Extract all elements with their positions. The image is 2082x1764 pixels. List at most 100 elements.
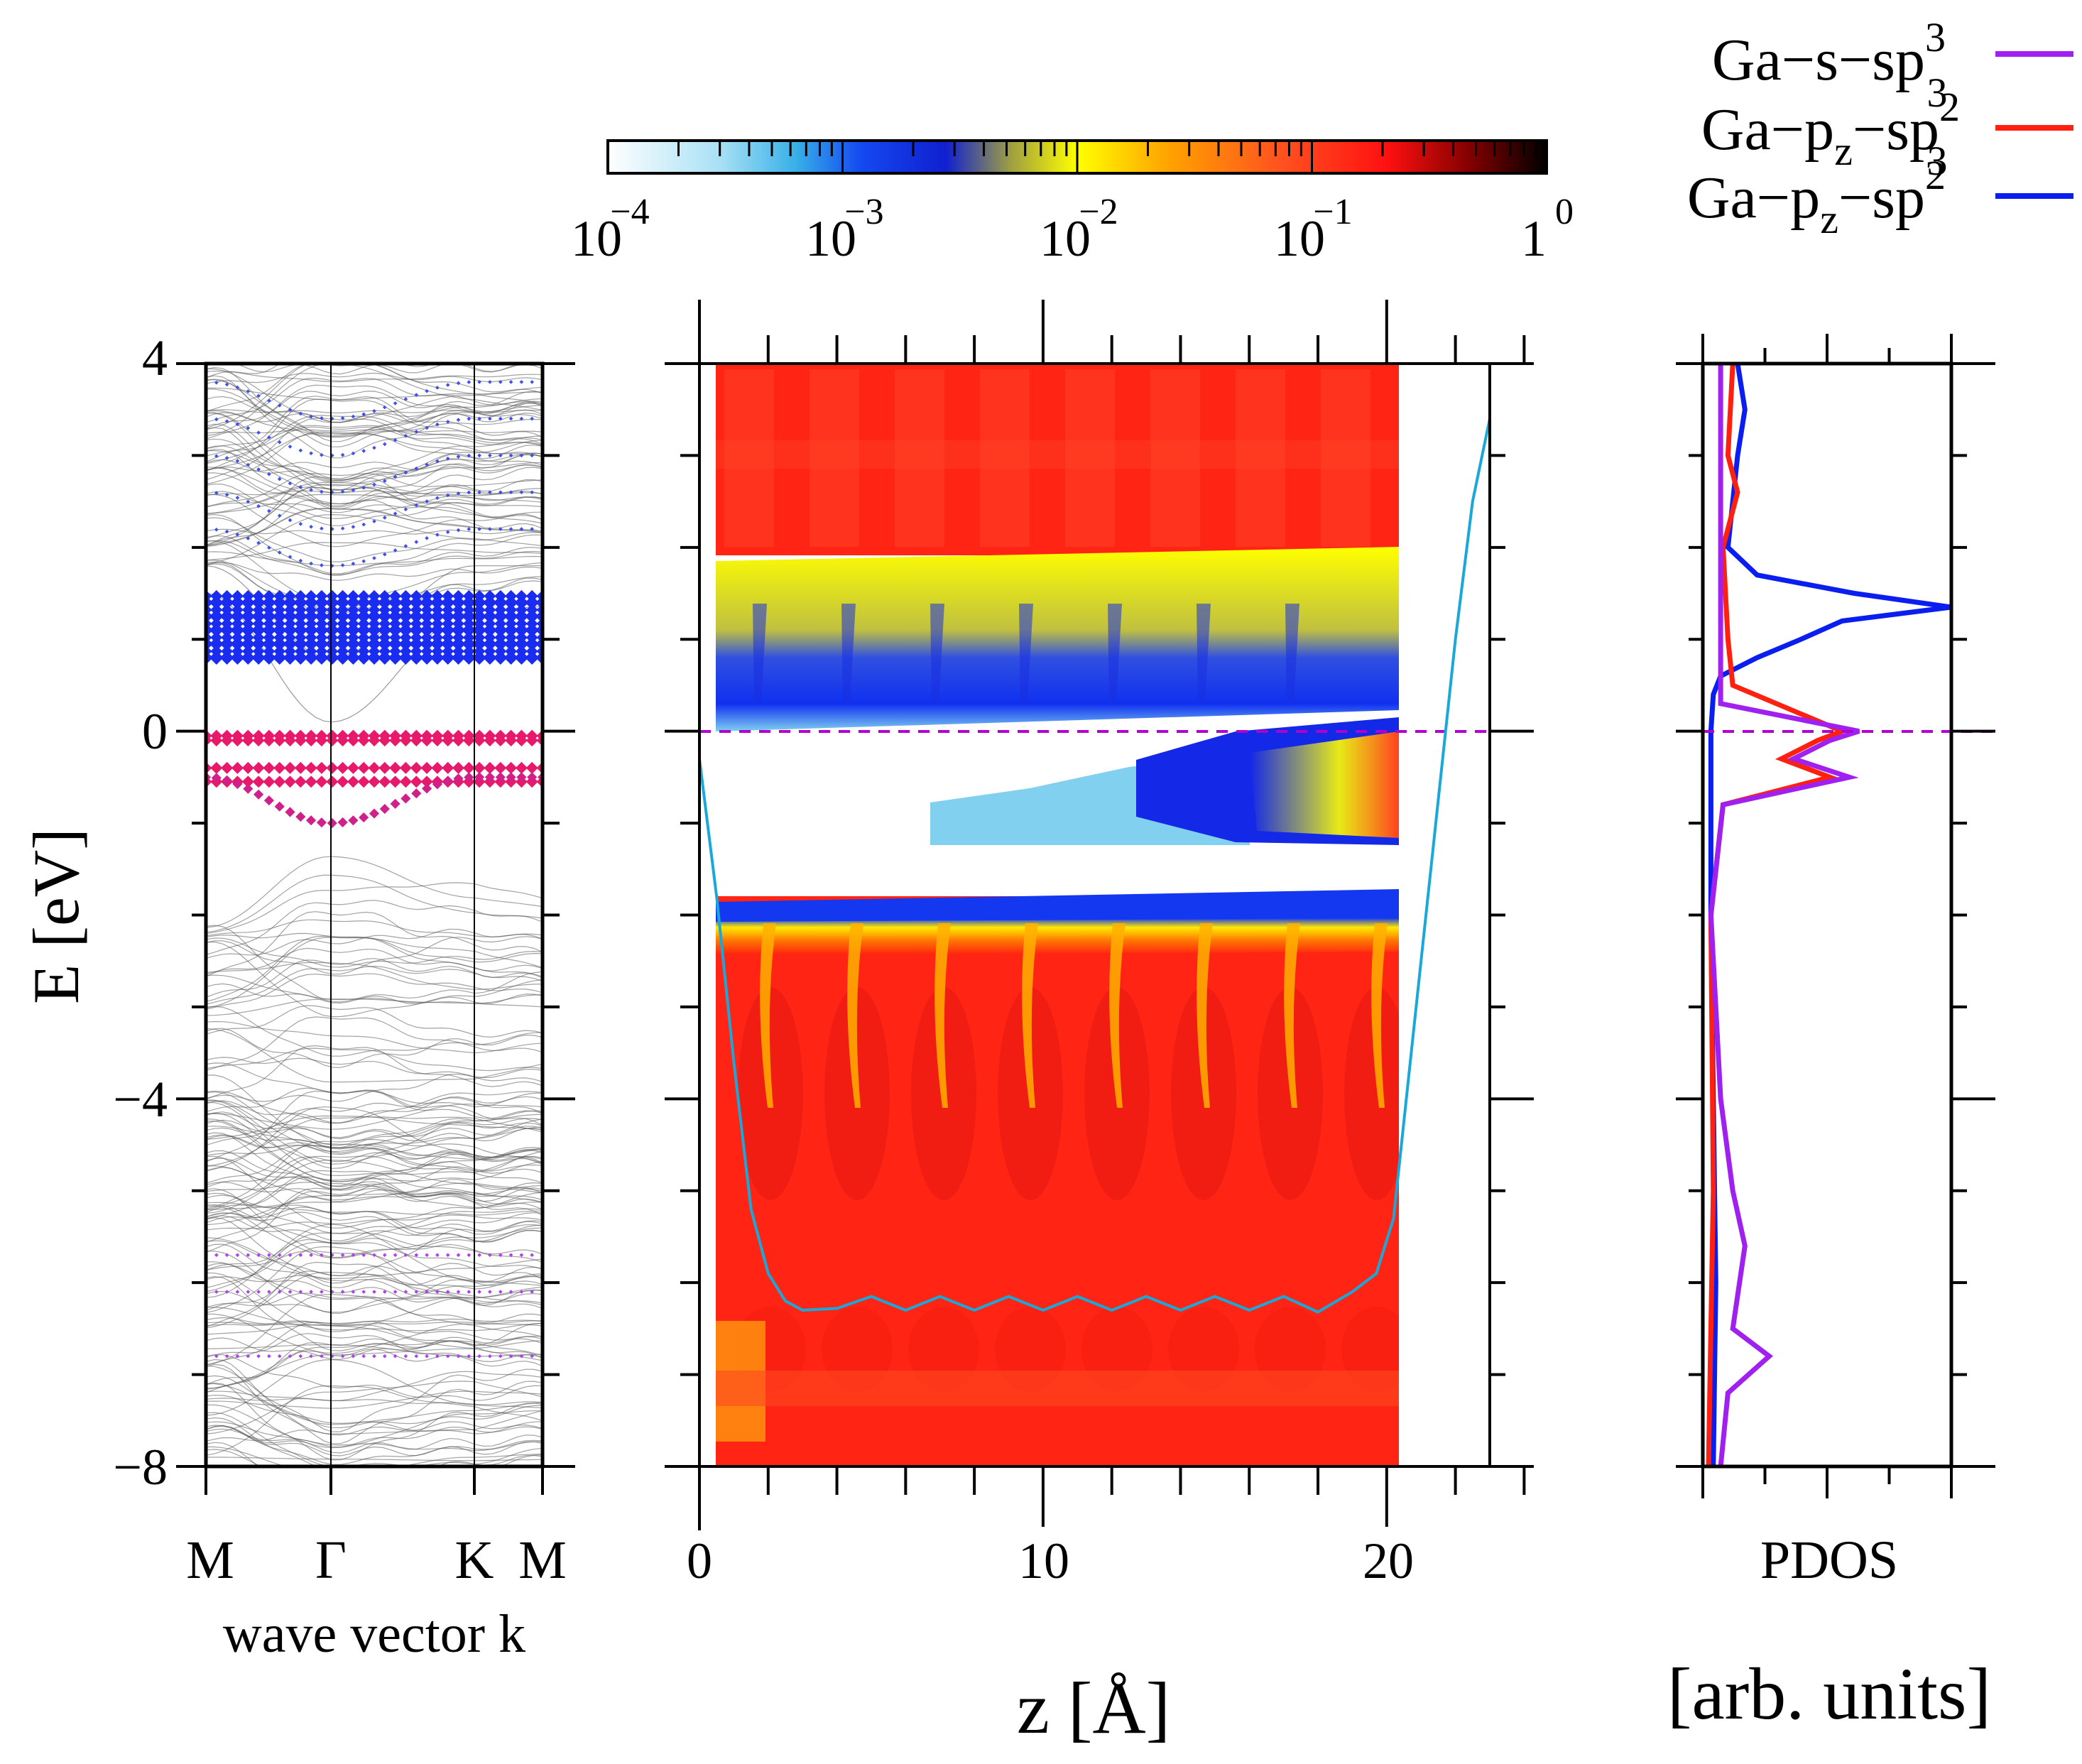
purple-band-0-marker-9 [298, 1253, 303, 1258]
blue-band-b-1-marker-32 [536, 631, 543, 644]
red-band-1-marker-28 [494, 734, 507, 747]
blue-thin-band-4-marker-10 [309, 414, 313, 419]
gray-band-valence-135 [206, 1272, 543, 1332]
blue-band-3-marker-27 [483, 609, 497, 624]
blue-band-b-1-marker-13 [337, 631, 349, 644]
gray-band-valence-59 [206, 1237, 543, 1280]
blue-thin-band-4-marker-14 [351, 414, 356, 419]
blue-band-1-marker-28 [493, 636, 508, 651]
red-band-dispersive-marker-8 [285, 807, 295, 817]
blue-thin-band-0-marker-28 [498, 527, 503, 531]
red-band-1-marker-18 [389, 734, 402, 747]
blue-band-b-1-marker-5 [252, 631, 265, 644]
gray-band-conduction-56 [206, 396, 543, 463]
gray-band-valence-28 [206, 1365, 543, 1434]
blue-band-b-0-marker-18 [389, 645, 402, 658]
blue-band-0-marker-15 [356, 650, 371, 665]
blue-band-b-3-marker-1 [210, 604, 223, 616]
z-tick-label-0: 0 [687, 1532, 712, 1589]
blue-thin-band-0-marker-18 [393, 548, 398, 552]
blue-band-0-marker-30 [514, 650, 529, 665]
blue-band-3-marker-21 [420, 609, 434, 624]
blue-band-4-marker-22 [430, 595, 445, 610]
blue-band-1-marker-21 [420, 636, 434, 651]
conduction-blue-notch-3 [1019, 604, 1033, 703]
blue-band-b-0-marker-13 [337, 645, 349, 658]
blue-thin-band-2-marker-20 [414, 466, 419, 471]
red-band-dispersive-marker-10 [306, 815, 317, 826]
blue-band-b-4-marker-13 [337, 589, 349, 602]
purple-band-2-marker-29 [508, 1354, 513, 1359]
gray-band-conduction-32 [206, 438, 543, 483]
conduction-blue-notch-2 [930, 604, 944, 703]
gray-band-valence-93 [206, 1395, 543, 1434]
blue-thin-band-0-marker-22 [435, 533, 440, 537]
z-tick-label-20: 20 [1363, 1532, 1414, 1589]
red-band-2-marker-3 [231, 761, 244, 774]
red-band-1-marker-30 [515, 734, 528, 747]
blue-thin-band-4-marker-15 [361, 412, 366, 417]
valence-yellow-stripe-4 [1109, 923, 1126, 1108]
purple-band-0-marker-6 [267, 1253, 271, 1258]
blue-thin-band-4-marker-4 [246, 389, 251, 393]
blue-band-1-marker-11 [315, 636, 329, 651]
purple-band-0-marker-13 [340, 1253, 345, 1258]
kpoint-label-m-left: M [186, 1530, 234, 1590]
blue-band-2-marker-14 [346, 623, 361, 638]
red-band-1-marker-26 [473, 734, 486, 747]
blue-band-b-2-marker-12 [326, 617, 339, 630]
blue-band-1-marker-25 [462, 636, 476, 651]
purple-band-2-marker-5 [256, 1354, 261, 1359]
gray-band-valence-96 [206, 1204, 543, 1243]
gray-band-valence-89 [206, 1449, 262, 1466]
z-tick-label-10: 10 [1018, 1532, 1069, 1589]
blue-band-b-3-marker-11 [315, 604, 328, 616]
red-band-3-marker-11 [315, 775, 328, 788]
red-band-2-marker-25 [462, 761, 475, 774]
conduction-light-column-2 [895, 369, 944, 547]
red-band-dispersive-marker-3 [232, 778, 243, 790]
colorbar-label-exp-4: −1 [1313, 192, 1352, 232]
blue-thin-band-3-marker-16 [372, 445, 376, 450]
blue-band-b-1-marker-25 [462, 631, 475, 644]
purple-band-2-marker-24 [456, 1354, 461, 1359]
red-band-2-marker-30 [515, 761, 528, 774]
purple-band-1-marker-5 [256, 1290, 261, 1294]
purple-band-0-marker-1 [214, 1253, 219, 1258]
svg-text:Ga−pz−sp2: Ga−pz−sp2 [1687, 152, 1946, 242]
blue-band-4-marker-7 [272, 595, 287, 610]
gray-band-valence-25 [206, 1340, 543, 1390]
gray-band-valence-149 [206, 1338, 543, 1393]
blue-band-0-marker-20 [409, 650, 424, 665]
blue-thin-band-3-marker-30 [519, 416, 524, 421]
purple-band-2-marker-27 [488, 1354, 492, 1359]
gray-band-valence-78 [206, 1205, 543, 1259]
blue-band-4-marker-15 [356, 595, 371, 610]
blue-band-b-0-marker-32 [536, 645, 543, 658]
gray-band-conduction-34 [206, 398, 543, 472]
gray-band-conduction-60 [206, 364, 543, 437]
pdos-line-ga-s-sp3 [1708, 364, 1860, 1466]
blue-thin-band-4-marker-27 [488, 380, 492, 384]
blue-band-2-marker-0 [206, 623, 213, 638]
blue-band-3-marker-6 [262, 609, 276, 624]
red-band-dispersive-marker-28 [495, 772, 506, 783]
ldos-heatmap-panel: 0 10 20 z [Å] [665, 300, 1534, 1749]
blue-band-2-marker-2 [219, 623, 234, 638]
blue-thin-band-1-marker-27 [488, 490, 492, 495]
blue-thin-band-2-marker-24 [456, 454, 461, 459]
blue-thin-band-4-marker-23 [445, 383, 450, 387]
gray-band-valence-104 [206, 1192, 543, 1226]
blue-band-3-marker-18 [388, 609, 403, 624]
gray-band-valence-12 [206, 1122, 543, 1148]
gray-band-valence-143 [206, 1097, 543, 1146]
blue-thin-band-4-marker-5 [256, 393, 261, 398]
blue-band-b-1-marker-24 [452, 631, 464, 644]
blue-band-1-marker-13 [335, 636, 350, 651]
blue-band-4-marker-26 [472, 595, 486, 610]
purple-band-1-marker-28 [498, 1290, 503, 1294]
blue-band-b-4-marker-2 [221, 589, 234, 602]
conduction-light-column-6 [1236, 369, 1285, 547]
pdos-frame [1701, 361, 1953, 1469]
purple-band-1-marker-10 [309, 1290, 313, 1294]
